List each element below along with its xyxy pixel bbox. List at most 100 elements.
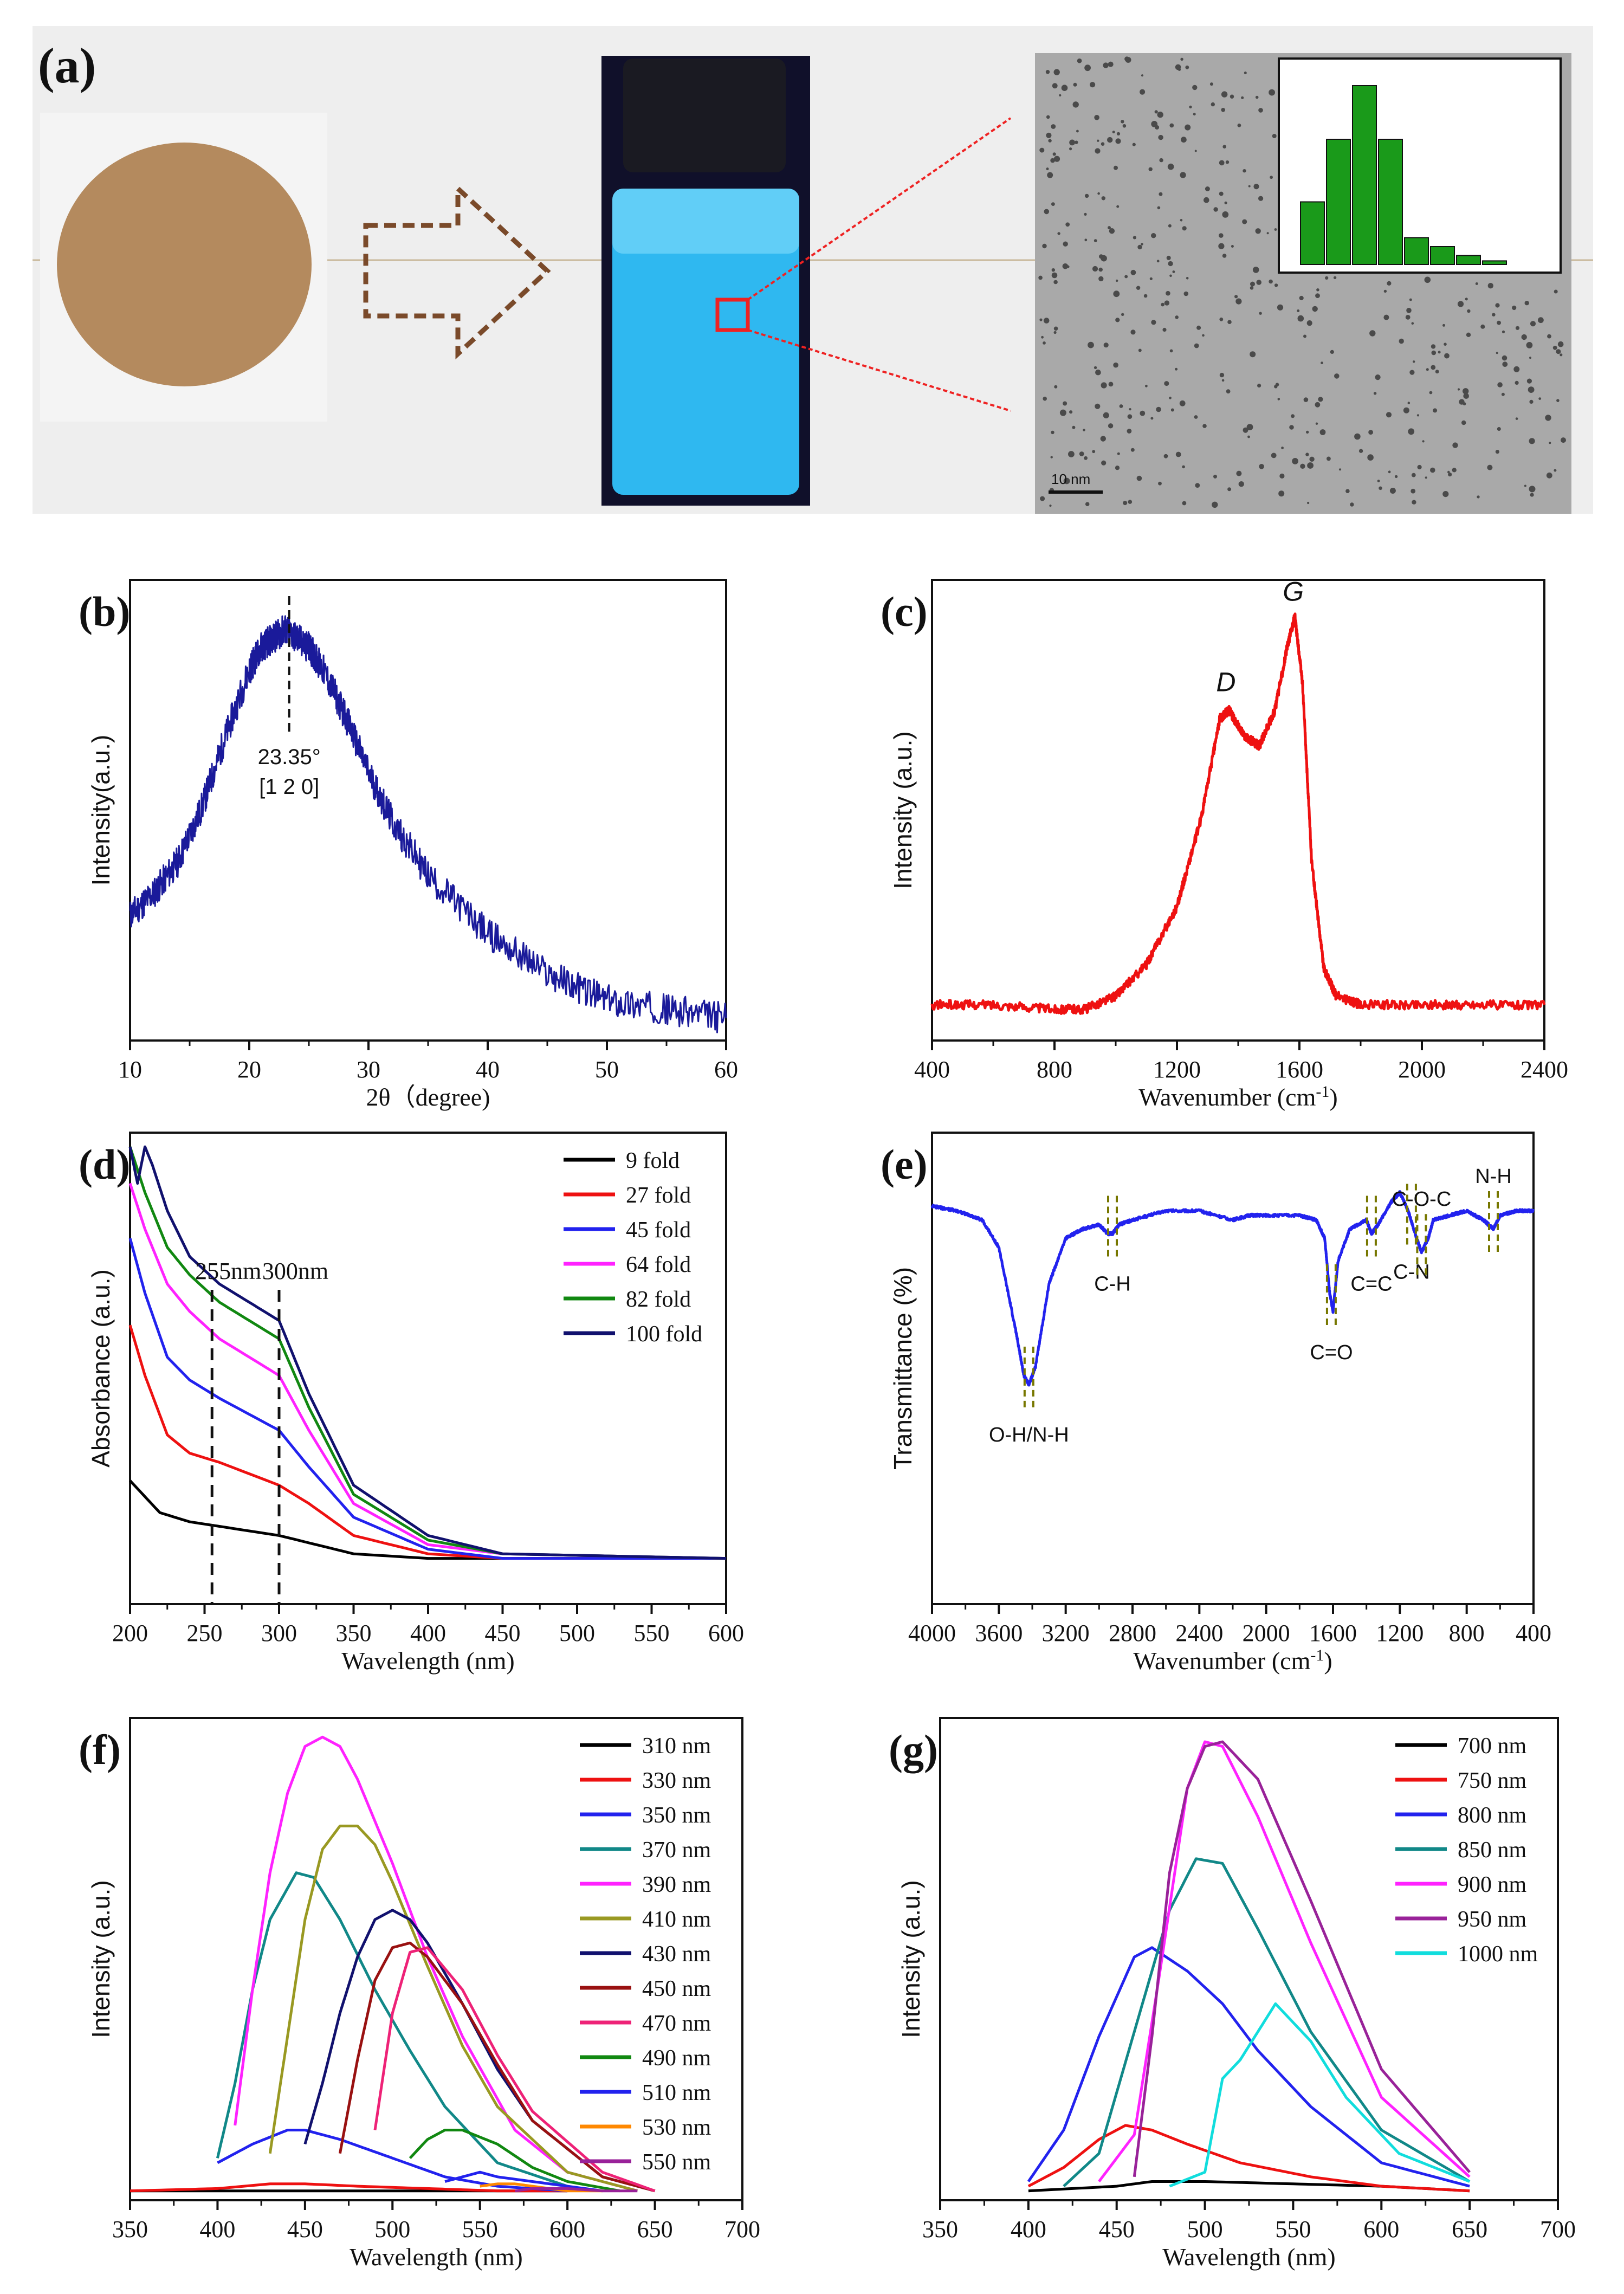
series-line [129,615,727,1033]
tem-particle [1368,430,1374,435]
tem-particle [1170,166,1174,169]
ir-band-label: C-N [1393,1261,1430,1283]
tem-particle [1305,453,1309,456]
tem-particle [1219,191,1224,196]
tem-particle [1358,449,1363,453]
tem-particle [1502,355,1507,361]
tem-particle [1399,338,1404,344]
tem-particle [1242,219,1247,224]
tem-particle [1130,269,1136,275]
tem-particle [1350,502,1354,507]
y-axis-label: Transmittance (%) [889,1267,917,1470]
tem-particle [1145,384,1148,387]
tem-particle [1158,134,1163,140]
tem-particle [1257,383,1261,388]
tem-particle [1526,378,1532,384]
tem-particle [1048,139,1052,143]
tem-particle [1270,176,1273,179]
tem-particle [1247,435,1250,438]
tem-particle [1426,368,1429,371]
tem-particle [1211,102,1215,107]
tem-particle [1213,207,1218,212]
x-tick-label: 1200 [1153,1056,1201,1083]
tem-particle [1238,481,1244,487]
tem-particle [1170,408,1174,412]
plot-frame [931,579,1545,1042]
tem-particle [1101,196,1106,201]
tem-particle [1054,385,1058,389]
histogram-bar [1482,260,1507,265]
tem-particle [1354,433,1361,440]
x-tick-label: 400 [1011,2216,1046,2243]
tem-particle [1367,454,1374,461]
tem-particle [1040,496,1045,501]
tem-particle [1161,302,1164,307]
chart-c: (c) 400 800 1200 1600 2000 2400 Wavenumber (cm-… [881,576,1568,1111]
tem-particle [1115,318,1120,322]
tem-particle [1038,275,1043,280]
x-tick-label: 1600 [1276,1056,1323,1083]
tem-particle [1140,89,1146,95]
x-tick-label: 800 [1037,1056,1072,1083]
tem-particle [1289,425,1294,430]
tem-particle [1084,456,1088,460]
tem-particle [1121,313,1124,316]
x-tick-label: 1200 [1376,1620,1424,1646]
tem-particle [1100,436,1107,442]
tem-particle [1258,108,1263,113]
tem-particle [1209,82,1213,86]
tem-particle [1085,502,1090,506]
tem-particle [1193,113,1196,116]
tem-particle [1475,282,1478,285]
tem-particle [1515,380,1519,385]
tem-particle [1333,276,1337,280]
tem-particle [1116,279,1118,282]
tem-particle [1097,192,1100,195]
tem-particle [1063,241,1068,247]
tem-particle [1461,420,1466,425]
vial-meniscus [612,189,799,254]
tem-particle [1338,468,1342,471]
tem-particle [1063,477,1070,484]
tem-particle [1088,341,1094,348]
tem-particle [1431,344,1436,349]
tem-particle [1274,283,1278,287]
tem-particle [1108,423,1114,429]
tem-particle [1115,466,1120,470]
tem-particle [1163,454,1168,458]
tem-particle [1175,451,1181,457]
tem-particle [1221,108,1225,112]
chart-e: (e) 4000 3600 3200 2800 2400 2000 1600 1200 800 40… [881,1132,1551,1675]
tem-particle [1394,475,1398,479]
tem-particle [1259,464,1264,469]
tem-particle [1133,236,1136,240]
tem-particle [1115,138,1121,144]
x-tick-label: 700 [724,2216,760,2243]
tem-particle [1495,303,1500,308]
tem-particle [1529,438,1535,444]
tem-particle [1241,96,1244,99]
tem-particle [1252,267,1259,273]
tem-particle [1140,410,1146,416]
x-tick-label: 350 [336,1620,372,1646]
x-tick-label: 30 [357,1056,380,1083]
x-tick-label: 500 [1187,2216,1223,2243]
tem-particle [1157,111,1163,118]
legend-label: 800 nm [1458,1803,1527,1828]
tem-particle [1243,427,1248,433]
tem-particle [1063,401,1067,406]
tem-particle [1076,130,1079,133]
tem-particle [1422,440,1425,443]
tem-particle [1389,488,1396,494]
tem-particle [1291,414,1295,418]
tem-particle [1409,370,1415,375]
tem-particle [1430,467,1435,473]
tem-particle [1524,484,1526,487]
tem-particle [1433,408,1438,413]
tem-particle [1154,110,1158,114]
series-line [338,1941,656,2193]
tem-particle [1159,158,1163,163]
tem-particle [1425,476,1427,479]
tem-particle [1116,132,1121,135]
tem-particle [1059,409,1066,416]
